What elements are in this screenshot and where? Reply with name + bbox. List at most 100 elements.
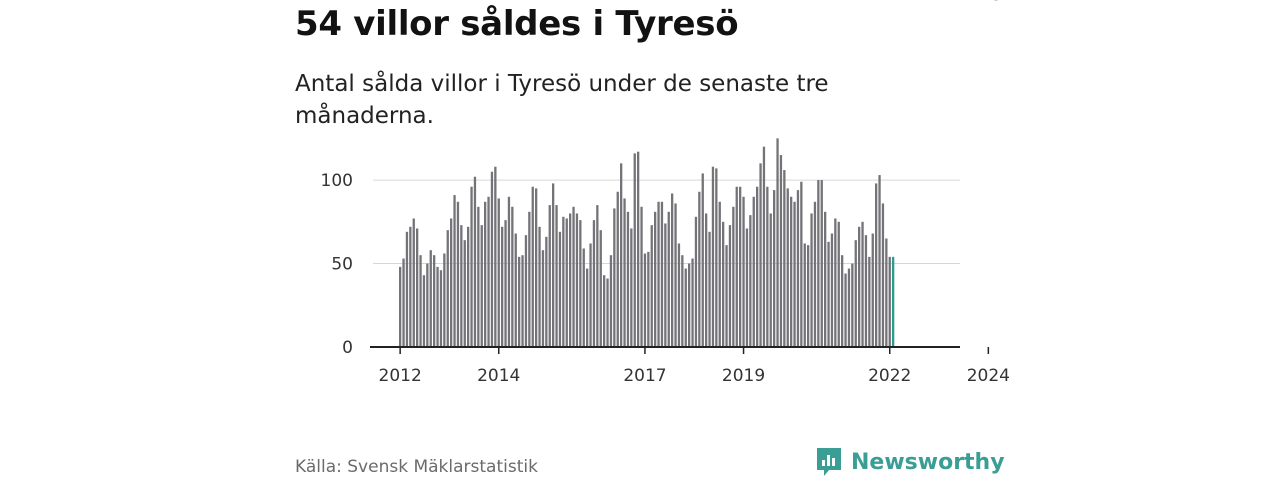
x-axis: 2012 2014 2017 2019 2022 2024 — [370, 346, 1010, 386]
bar — [572, 206, 575, 347]
bar — [436, 266, 439, 347]
bar — [667, 211, 670, 347]
bar — [705, 213, 708, 347]
bar — [402, 258, 405, 347]
bar — [603, 275, 606, 347]
bar — [473, 176, 477, 347]
bar — [711, 166, 715, 347]
bar — [412, 218, 415, 347]
annotation-bg — [989, 0, 1014, 20]
bar — [409, 226, 412, 347]
bar — [579, 220, 582, 347]
bar — [487, 196, 490, 347]
bar — [599, 230, 602, 347]
bar — [664, 223, 667, 347]
bar — [524, 235, 528, 347]
bar — [844, 273, 847, 347]
bar — [837, 221, 840, 347]
bar — [531, 186, 534, 347]
bar — [494, 166, 497, 347]
bar — [460, 225, 463, 347]
bar — [681, 255, 684, 347]
bar — [868, 256, 871, 347]
bar — [654, 211, 657, 347]
bar — [783, 170, 786, 347]
bar — [477, 206, 480, 347]
bar — [582, 248, 585, 347]
bar — [671, 193, 674, 347]
bar — [562, 216, 565, 347]
bar — [592, 220, 596, 347]
brand-name: Newsworthy — [851, 449, 1005, 475]
bars — [399, 138, 895, 347]
bar — [422, 275, 426, 347]
bar — [514, 233, 517, 347]
bar — [450, 218, 453, 347]
bar — [630, 228, 633, 347]
bar — [739, 186, 742, 347]
bar — [490, 171, 494, 347]
bar — [467, 226, 470, 347]
bar — [742, 196, 745, 347]
y-tick-label: 50 — [331, 255, 353, 275]
bar — [518, 256, 521, 347]
bar — [779, 155, 783, 347]
bar — [732, 206, 735, 347]
bar — [752, 196, 755, 347]
bar — [756, 186, 759, 347]
bar — [405, 231, 409, 347]
bar — [419, 255, 422, 347]
bar — [851, 263, 854, 347]
bar — [501, 226, 504, 347]
bar — [841, 255, 844, 347]
annotation: 54 — [989, 0, 1014, 20]
bar — [429, 250, 432, 347]
bar — [725, 245, 728, 347]
newsworthy-logo[interactable]: Newsworthy — [815, 446, 1005, 478]
bar — [677, 243, 681, 347]
bar — [820, 180, 823, 347]
bar — [416, 228, 419, 347]
bar — [643, 253, 647, 347]
bar — [881, 203, 885, 347]
bar — [433, 255, 436, 347]
source-note: Källa: Svensk Mäklarstatistik — [295, 457, 538, 477]
annotation-label: 54 — [991, 0, 1014, 5]
bar — [497, 198, 500, 347]
bar — [439, 270, 443, 347]
bar — [511, 206, 514, 347]
bar — [766, 186, 769, 347]
bar — [453, 195, 456, 347]
x-tick-label: 2024 — [967, 366, 1010, 386]
bar — [776, 138, 779, 347]
bar — [834, 218, 837, 347]
bar — [885, 238, 888, 347]
bar — [626, 211, 630, 347]
bar — [620, 163, 623, 347]
bar — [586, 268, 589, 347]
bar — [606, 278, 609, 347]
bar — [864, 235, 868, 347]
bar — [759, 163, 762, 347]
bar — [718, 201, 721, 347]
bar-highlight — [892, 256, 895, 347]
bar — [817, 180, 820, 347]
bar — [762, 146, 766, 347]
bar — [623, 198, 626, 347]
bar — [807, 245, 810, 347]
bar — [443, 253, 446, 347]
bar — [701, 173, 704, 347]
x-tick-label: 2014 — [477, 366, 520, 386]
bar — [558, 231, 562, 347]
bar — [735, 186, 738, 347]
bar — [613, 208, 616, 347]
bar — [728, 225, 732, 347]
bar — [773, 190, 776, 347]
bar — [854, 240, 857, 347]
bar — [640, 206, 643, 347]
bar — [633, 153, 636, 347]
bar — [769, 213, 772, 347]
bar — [446, 230, 449, 347]
bar — [858, 226, 861, 347]
bar — [800, 181, 803, 347]
